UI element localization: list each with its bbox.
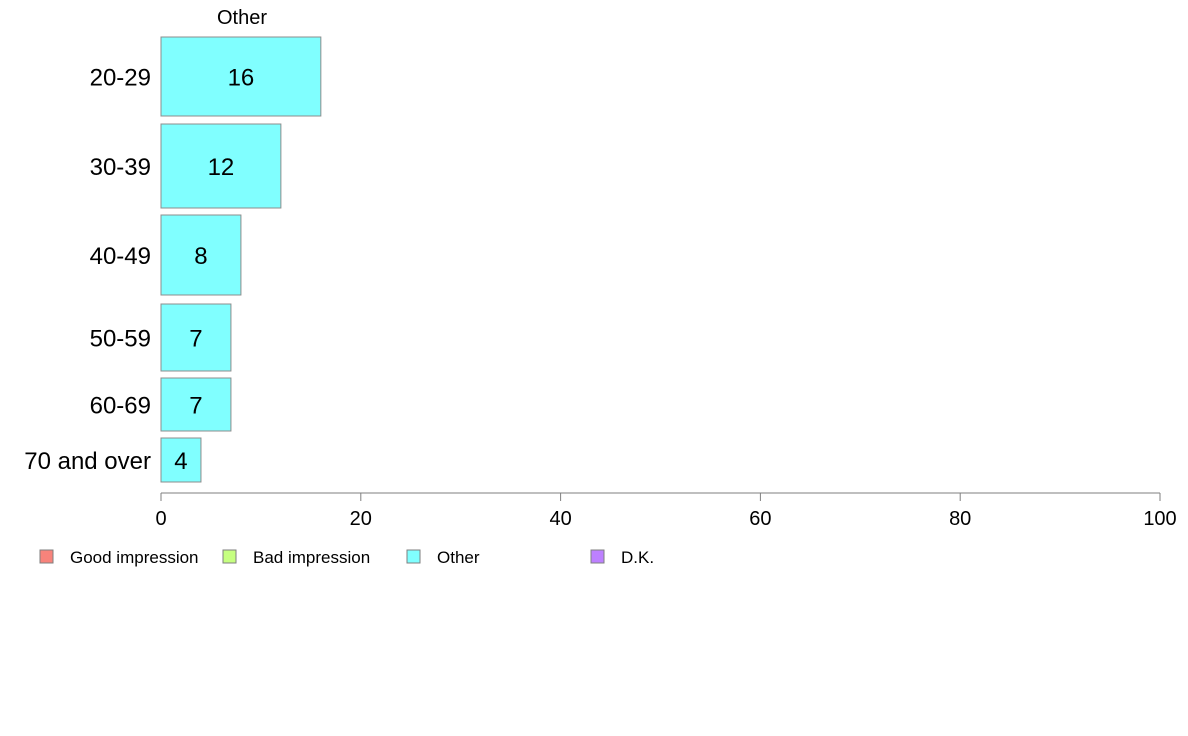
bar-40-49-0 xyxy=(160,214,242,296)
value-labels: 16 12 8 7 7 4 xyxy=(174,65,254,476)
value-label: 7 xyxy=(189,326,202,353)
bar-60-69-0 xyxy=(160,377,232,432)
value-label: 12 xyxy=(208,154,235,181)
bar-50-59-0 xyxy=(160,303,232,372)
x-axis: 0 20 40 60 80 100 xyxy=(155,492,1177,530)
category-labels: 20-29 30-39 40-49 50-59 60-69 70 and over xyxy=(24,65,151,476)
category-label: 20-29 xyxy=(90,65,151,92)
x-tick-label: 40 xyxy=(549,508,571,530)
bars-group xyxy=(160,36,322,483)
x-tick-label: 20 xyxy=(350,508,372,530)
panel-label: Other xyxy=(217,7,267,29)
value-label: 4 xyxy=(174,448,187,475)
legend-label: Other xyxy=(437,548,480,567)
legend-label: Bad impression xyxy=(253,548,370,567)
legend-label: Good impression xyxy=(70,548,199,567)
category-label: 60-69 xyxy=(90,393,151,420)
bar-70-and-over-0 xyxy=(160,437,202,483)
category-label: 40-49 xyxy=(90,243,151,270)
value-label: 16 xyxy=(228,65,255,92)
category-label: 30-39 xyxy=(90,154,151,181)
category-label: 50-59 xyxy=(90,326,151,353)
legend-swatch xyxy=(406,549,421,564)
legend: Good impression Bad impression Other D.K. xyxy=(39,548,654,567)
value-label: 7 xyxy=(189,393,202,420)
legend-swatch xyxy=(39,549,54,564)
category-label: 70 and over xyxy=(24,448,151,475)
x-tick-label: 100 xyxy=(1143,508,1176,530)
x-tick-label: 0 xyxy=(155,508,166,530)
legend-swatch xyxy=(590,549,605,564)
bar-30-39-0 xyxy=(160,123,282,209)
legend-swatch xyxy=(222,549,237,564)
bar-20-29-0 xyxy=(160,36,322,117)
x-tick-label: 80 xyxy=(949,508,971,530)
legend-label: D.K. xyxy=(621,548,654,567)
x-tick-label: 60 xyxy=(749,508,771,530)
value-label: 8 xyxy=(194,243,207,270)
